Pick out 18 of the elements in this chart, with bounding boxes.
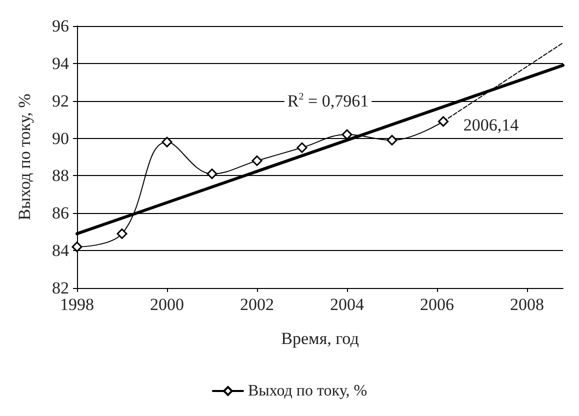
- x-axis-title: Время, год: [281, 329, 360, 348]
- x-tick-label: 2004: [330, 295, 364, 314]
- x-tick-label: 2002: [240, 295, 274, 314]
- y-tick-label: 88: [52, 166, 69, 186]
- y-tick-label: 86: [52, 204, 69, 223]
- y-tick-label: 96: [52, 16, 69, 36]
- y-tick-label: 82: [52, 278, 69, 298]
- x-tick-label: 2006: [420, 295, 454, 314]
- x-tick-label: 2008: [510, 295, 544, 314]
- legend-label: Выход по току, %: [248, 382, 368, 400]
- x-tick-label: 2000: [150, 295, 184, 314]
- x-tick-label: 1998: [60, 295, 94, 314]
- y-axis-title: Выход по току, %: [15, 94, 34, 220]
- y-tick-label: 94: [52, 54, 70, 73]
- y-tick-label: 84: [52, 241, 70, 260]
- annotation: 2006,14: [463, 116, 520, 134]
- y-tick-label: 92: [52, 91, 69, 110]
- y-tick-label: 90: [52, 128, 69, 148]
